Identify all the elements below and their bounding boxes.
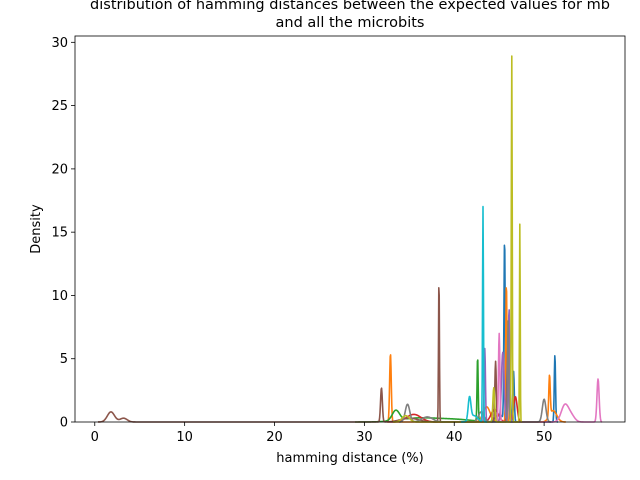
x-axis-ticks: 0 10 20 30 40 50 xyxy=(91,422,553,445)
density-series-10 xyxy=(460,205,488,423)
y-tick-label: 0 xyxy=(60,416,68,431)
y-tick-label: 10 xyxy=(51,289,68,304)
y-tick-label: 15 xyxy=(51,226,68,241)
plot-area-frame xyxy=(74,35,626,423)
y-tick-label: 25 xyxy=(51,99,68,114)
chart-title-line-1: distribution of hamming distances betwee… xyxy=(90,0,610,13)
density-series xyxy=(97,55,603,423)
x-tick-label: 50 xyxy=(536,430,553,445)
y-axis-ticks: 0 5 10 15 20 25 30 xyxy=(51,36,75,431)
x-tick-label: 10 xyxy=(176,430,193,445)
x-axis-label: hamming distance (%) xyxy=(276,451,423,466)
y-tick-label: 20 xyxy=(51,162,68,177)
chart-title-line-2: and all the microbits xyxy=(276,15,425,31)
x-tick-label: 0 xyxy=(91,430,99,445)
density-series-6 xyxy=(97,286,500,423)
density-series-8 xyxy=(398,320,552,423)
x-tick-label: 40 xyxy=(446,430,463,445)
x-tick-label: 30 xyxy=(356,430,373,445)
chart-title: distribution of hamming distances betwee… xyxy=(90,0,610,31)
x-tick-label: 20 xyxy=(266,430,283,445)
y-axis-label: Density xyxy=(29,204,44,254)
y-tick-label: 30 xyxy=(51,36,68,51)
y-tick-label: 5 xyxy=(60,352,68,367)
